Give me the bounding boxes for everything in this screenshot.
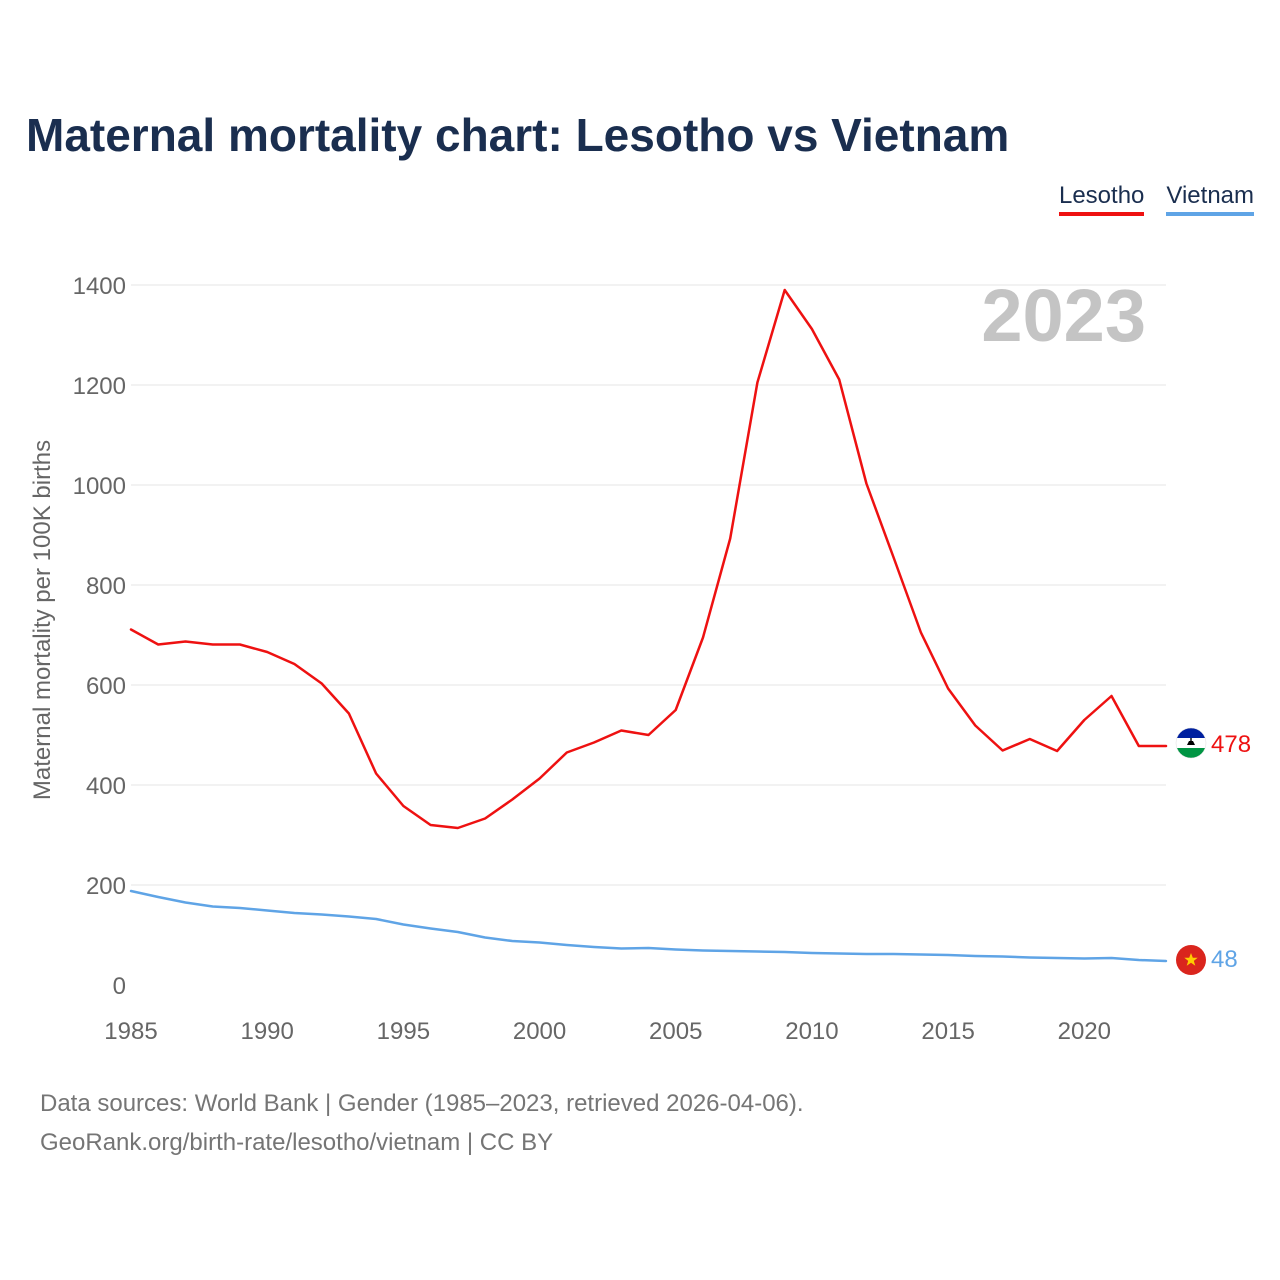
x-tick-label: 2010 [785, 1018, 838, 1045]
lesotho-flag-icon [1175, 727, 1207, 759]
legend-item-lesotho[interactable]: Lesotho [1058, 182, 1145, 216]
y-tick-label: 600 [86, 673, 126, 700]
vietnam-end-value: 48 [1211, 946, 1238, 973]
vietnam-flag-icon [1176, 945, 1206, 975]
y-axis-label: Maternal mortality per 100K births [29, 440, 56, 800]
x-tick-label: 2005 [649, 1018, 702, 1045]
series-lines [129, 288, 1168, 963]
lesotho-end-value: 478 [1211, 731, 1251, 758]
x-tick-label: 1990 [240, 1018, 293, 1045]
y-tick-label: 200 [86, 873, 126, 900]
y-tick-label: 1200 [73, 373, 126, 400]
series-line-lesotho [129, 288, 1168, 830]
y-tick-label: 1400 [73, 273, 126, 300]
x-tick-label: 1995 [377, 1018, 430, 1045]
y-tick-label: 400 [86, 773, 126, 800]
legend: Lesotho Vietnam [1058, 182, 1254, 216]
series-line-vietnam [129, 889, 1168, 963]
series-end-markers [1175, 727, 1207, 975]
x-tick-label: 2020 [1058, 1018, 1111, 1045]
footer: Data sources: World Bank | Gender (1985–… [40, 1084, 804, 1162]
legend-item-vietnam[interactable]: Vietnam [1166, 182, 1254, 216]
chart-title: Maternal mortality chart: Lesotho vs Vie… [26, 109, 1010, 161]
y-tick-label: 800 [86, 573, 126, 600]
data-source-note: Data sources: World Bank | Gender (1985–… [40, 1090, 804, 1117]
x-tick-label: 1985 [104, 1018, 157, 1045]
y-axis-ticks: 0 200 400 600 800 1000 1200 1400 [73, 273, 126, 1000]
x-tick-label: 2015 [921, 1018, 974, 1045]
source-link[interactable]: GeoRank.org/birth-rate/lesotho/vietnam |… [40, 1129, 554, 1156]
year-watermark: 2023 [981, 274, 1146, 357]
x-tick-label: 2000 [513, 1018, 566, 1045]
y-tick-label: 0 [113, 973, 126, 1000]
x-axis-ticks: 1985 1990 1995 2000 2005 2010 2015 2020 [104, 1018, 1111, 1045]
gridlines [131, 284, 1166, 886]
y-tick-label: 1000 [73, 473, 126, 500]
